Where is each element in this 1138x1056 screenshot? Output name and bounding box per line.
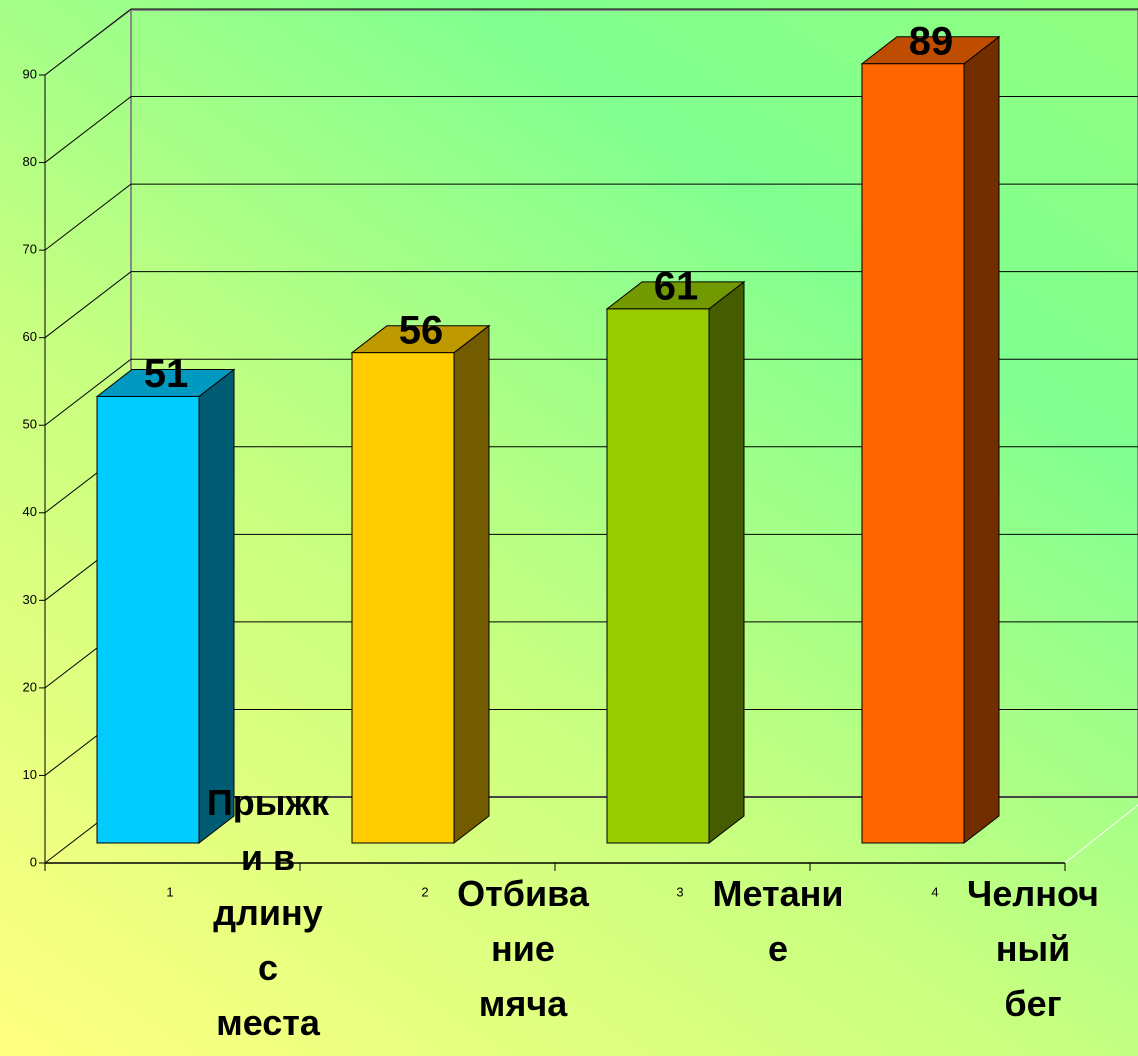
bar-side <box>963 35 1000 845</box>
y-tick-label: 80 <box>23 154 37 169</box>
x-tick-label: 4 <box>931 884 938 899</box>
bar <box>606 308 710 844</box>
category-name: Метание <box>712 873 844 969</box>
y-tick-label: 40 <box>23 504 37 519</box>
value-label: 56 <box>399 308 444 352</box>
value-label: 61 <box>654 264 699 308</box>
y-tick-label: 20 <box>23 679 37 694</box>
category-name: Прыжки в длину с места <box>206 782 330 1043</box>
x-tick-label: 2 <box>421 884 428 899</box>
grid-line <box>44 8 132 76</box>
category-name: Отбивание мяча <box>457 873 589 1024</box>
grid-line <box>44 271 132 339</box>
value-label: 89 <box>909 19 954 63</box>
bar-side <box>453 324 490 845</box>
grid-line <box>44 358 132 426</box>
value-label: 51 <box>144 352 189 396</box>
grid-line <box>44 183 132 251</box>
x-tick-label: 1 <box>166 884 173 899</box>
y-tick-label: 60 <box>23 329 37 344</box>
floor-right <box>1064 804 1138 864</box>
y-tick-label: 90 <box>23 66 37 81</box>
y-tick-label: 70 <box>23 242 37 257</box>
y-tick-label: 50 <box>23 417 37 432</box>
bar <box>96 395 200 844</box>
bar <box>351 352 455 844</box>
category-name: Челночный бег <box>967 873 1099 1024</box>
bar-side <box>708 280 745 845</box>
bar-side <box>198 368 235 845</box>
bar <box>861 63 965 844</box>
y-tick-label: 30 <box>23 592 37 607</box>
grid-line <box>44 96 132 163</box>
x-tick-label: 3 <box>676 884 683 899</box>
y-tick-label: 10 <box>23 767 37 782</box>
y-tick-label: 0 <box>30 854 37 869</box>
